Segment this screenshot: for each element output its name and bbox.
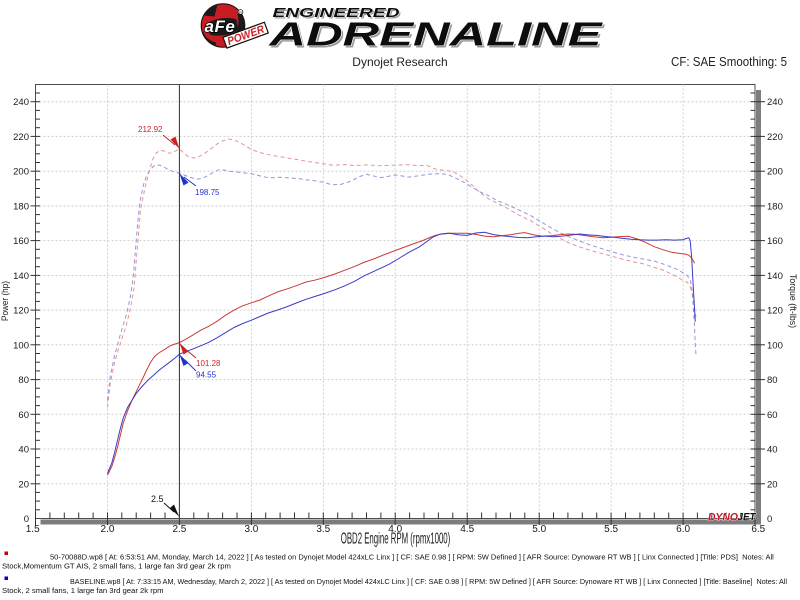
svg-text:6.5: 6.5	[751, 524, 765, 535]
svg-text:50-70088D.wp8 [ At: 6:53:51 AM: 50-70088D.wp8 [ At: 6:53:51 AM, Monday, …	[50, 553, 774, 562]
svg-text:101.28: 101.28	[196, 359, 221, 368]
svg-text:6.0: 6.0	[676, 524, 690, 535]
svg-text:200: 200	[767, 167, 783, 178]
svg-text:4.0: 4.0	[388, 524, 402, 535]
svg-text:120: 120	[767, 306, 783, 317]
svg-text:ADRENALINE: ADRENALINE	[268, 16, 603, 53]
svg-text:DYNO: DYNO	[708, 512, 738, 524]
svg-text:JET: JET	[738, 512, 757, 524]
svg-text:240: 240	[13, 97, 29, 108]
svg-text:240: 240	[767, 97, 783, 108]
svg-text:198.75: 198.75	[195, 188, 220, 197]
svg-text:CF: SAE Smoothing: 5: CF: SAE Smoothing: 5	[671, 55, 787, 69]
svg-text:Stock, 2 small fans, 1 large f: Stock, 2 small fans, 1 large fan 3rd gea…	[2, 586, 164, 595]
svg-text:Power (hp): Power (hp)	[0, 281, 10, 321]
svg-text:180: 180	[767, 201, 783, 212]
svg-text:200: 200	[13, 167, 29, 178]
svg-text:160: 160	[767, 236, 783, 247]
svg-text:aFe: aFe	[205, 17, 236, 36]
svg-text:80: 80	[18, 375, 29, 386]
svg-text:100: 100	[13, 340, 29, 351]
svg-text:Stock,Momentum GT AIS, 2 small: Stock,Momentum GT AIS, 2 small fans, 1 l…	[2, 562, 231, 571]
svg-text:4.5: 4.5	[460, 524, 474, 535]
svg-text:OBD2 Engine RPM (rpmx1000): OBD2 Engine RPM (rpmx1000)	[341, 530, 451, 547]
svg-text:220: 220	[767, 132, 783, 143]
svg-text:ENGINEERED: ENGINEERED	[273, 5, 401, 20]
svg-text:20: 20	[767, 479, 778, 490]
svg-text:0: 0	[24, 514, 29, 525]
svg-text:180: 180	[13, 201, 29, 212]
svg-text:60: 60	[767, 410, 778, 421]
svg-text:Dynojet Research: Dynojet Research	[352, 55, 447, 69]
svg-text:40: 40	[18, 445, 29, 456]
svg-text:100: 100	[767, 340, 783, 351]
svg-text:3.5: 3.5	[316, 524, 330, 535]
svg-text:220: 220	[13, 132, 29, 143]
svg-text:ADRENALINE: ADRENALINE	[270, 18, 605, 55]
svg-text:40: 40	[767, 445, 778, 456]
svg-text:140: 140	[13, 271, 29, 282]
svg-text:Torque (ft-lbs): Torque (ft-lbs)	[788, 274, 798, 328]
svg-text:ENGINEERED: ENGINEERED	[274, 7, 402, 22]
svg-text:80: 80	[767, 375, 778, 386]
svg-text:2.5: 2.5	[172, 524, 186, 535]
svg-text:20: 20	[18, 479, 29, 490]
svg-text:3.0: 3.0	[244, 524, 258, 535]
svg-text:120: 120	[13, 306, 29, 317]
svg-text:94.55: 94.55	[196, 371, 217, 380]
svg-text:R: R	[239, 10, 242, 15]
svg-text:0: 0	[767, 514, 772, 525]
svg-text:60: 60	[18, 410, 29, 421]
svg-text:2.5: 2.5	[151, 494, 164, 504]
svg-text:2.0: 2.0	[101, 524, 115, 535]
svg-text:1.5: 1.5	[26, 524, 40, 535]
svg-text:160: 160	[13, 236, 29, 247]
svg-text:212.92: 212.92	[138, 125, 163, 134]
svg-text:5.0: 5.0	[532, 524, 546, 535]
svg-text:5.5: 5.5	[604, 524, 618, 535]
svg-text:140: 140	[767, 271, 783, 282]
svg-text:BASELINE.wp8 [ At: 7:33:15 AM,: BASELINE.wp8 [ At: 7:33:15 AM, Wednesday…	[70, 577, 787, 586]
